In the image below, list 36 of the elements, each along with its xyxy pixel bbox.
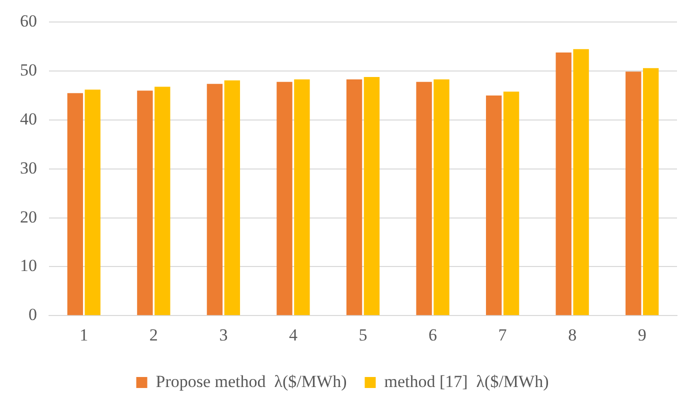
- x-tick-label: 4: [288, 325, 298, 344]
- bar: [503, 92, 520, 316]
- bar: [434, 79, 450, 316]
- y-tick-label: 60: [20, 12, 37, 31]
- bar: [294, 79, 310, 316]
- bar: [224, 80, 240, 316]
- bar: [67, 93, 84, 316]
- bar: [84, 90, 100, 316]
- bar: [642, 68, 659, 316]
- bar: [276, 82, 292, 316]
- y-tick-label: 30: [20, 158, 37, 178]
- legend-label: method [17] λ($/MWh): [384, 372, 549, 391]
- bar: [346, 79, 362, 316]
- x-tick-label: 6: [428, 325, 438, 344]
- bar: [556, 52, 572, 316]
- bar: [364, 76, 380, 316]
- y-tick-label: 40: [20, 109, 37, 128]
- y-tick-label: 20: [20, 207, 37, 226]
- legend-label: Propose method λ($/MWh): [156, 372, 347, 391]
- x-tick-label: 5: [358, 325, 368, 344]
- x-tick-label: 8: [568, 325, 577, 344]
- bar: [626, 72, 642, 316]
- bar: [206, 84, 223, 316]
- y-tick-label: 50: [20, 60, 37, 80]
- bar: [137, 90, 153, 316]
- x-tick-label: 2: [149, 325, 158, 344]
- bar: [416, 82, 432, 316]
- x-tick-label: 9: [638, 325, 646, 344]
- x-tick-label: 3: [219, 325, 228, 344]
- bar: [154, 86, 170, 316]
- bar: [486, 96, 502, 316]
- x-tick-label: 1: [80, 325, 88, 344]
- x-tick-label: 7: [498, 325, 508, 344]
- bar: [573, 49, 589, 316]
- y-tick-label: 0: [28, 305, 37, 324]
- y-tick-label: 10: [20, 256, 37, 276]
